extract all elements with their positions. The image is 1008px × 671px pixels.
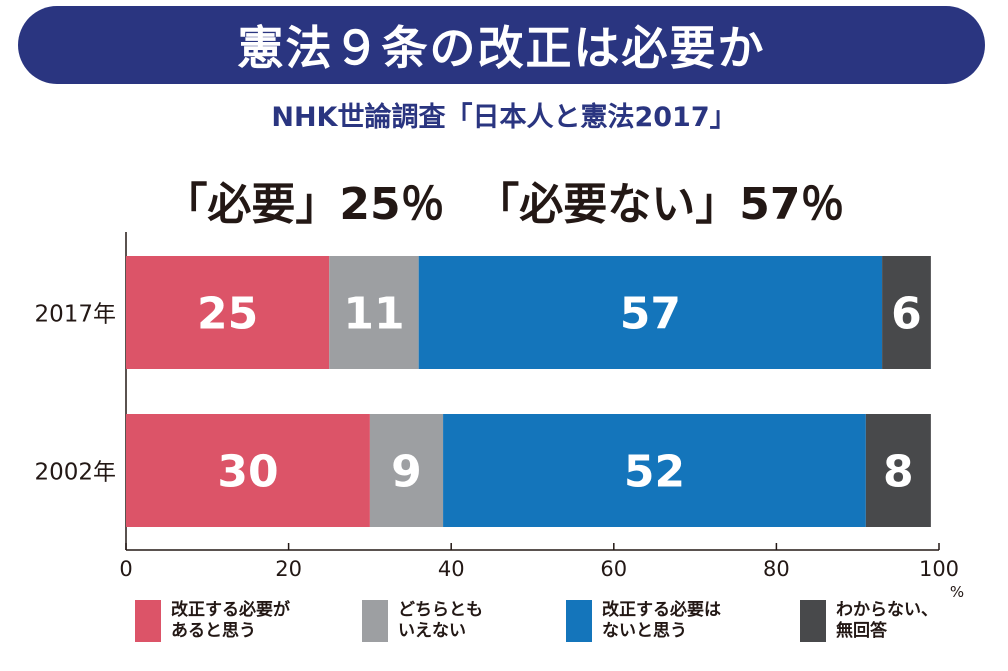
legend-label-not-need: 改正する必要は ないと思う bbox=[602, 600, 721, 641]
data-label-2002-0: 30 bbox=[217, 447, 278, 498]
category-label-2017: 2017年 bbox=[34, 302, 116, 328]
legend-swatch-neither bbox=[362, 600, 388, 642]
bar-segment-2002-2 bbox=[443, 414, 866, 527]
data-label-2017-2: 57 bbox=[620, 289, 681, 340]
headline-summary: 「必要」25％ 「必要ない」57％ bbox=[163, 179, 845, 230]
bar-segment-2017-0 bbox=[126, 256, 330, 369]
legend-swatch-need bbox=[135, 600, 161, 642]
legend-item-no-answer: わからない、 無回答 bbox=[800, 600, 938, 642]
x-tick-label: 0 bbox=[119, 557, 132, 581]
x-tick-label: 80 bbox=[763, 557, 790, 581]
chart-title: 憲法９条の改正は必要か bbox=[237, 21, 766, 75]
category-label-2002: 2002年 bbox=[34, 460, 116, 486]
bar-segment-2017-2 bbox=[418, 256, 883, 369]
title-banner: 憲法９条の改正は必要か bbox=[18, 6, 985, 84]
legend-item-not-need: 改正する必要は ないと思う bbox=[566, 600, 721, 642]
legend-item-neither: どちらとも いえない bbox=[362, 600, 483, 642]
bar-segment-2002-0 bbox=[126, 414, 370, 527]
x-axis-unit: % bbox=[950, 583, 964, 601]
legend-label-need: 改正する必要が あると思う bbox=[171, 600, 290, 641]
x-tick-label: 60 bbox=[600, 557, 627, 581]
legend-label-neither: どちらとも いえない bbox=[398, 600, 483, 641]
legend-label-no-answer: わからない、 無回答 bbox=[836, 600, 938, 641]
x-tick-label: 100 bbox=[919, 557, 959, 581]
legend-item-need: 改正する必要が あると思う bbox=[135, 600, 290, 642]
bar-segment-2002-3 bbox=[865, 414, 931, 527]
legend-swatch-not-need bbox=[566, 600, 592, 642]
data-label-2017-3: 6 bbox=[891, 289, 922, 340]
legend-swatch-no-answer bbox=[800, 600, 826, 642]
data-label-2017-0: 25 bbox=[197, 289, 258, 340]
data-label-2002-2: 52 bbox=[624, 447, 685, 498]
x-tick-label: 40 bbox=[438, 557, 465, 581]
data-label-2017-1: 11 bbox=[343, 289, 404, 340]
bar-segment-2017-1 bbox=[329, 256, 419, 369]
data-label-2002-3: 8 bbox=[883, 447, 914, 498]
data-label-2002-1: 9 bbox=[391, 447, 422, 498]
bar-segment-2002-1 bbox=[369, 414, 444, 527]
bar-segment-2017-3 bbox=[882, 256, 931, 369]
x-tick-label: 20 bbox=[275, 557, 302, 581]
chart-subtitle: NHK世論調査「日本人と憲法2017」 bbox=[271, 102, 737, 133]
